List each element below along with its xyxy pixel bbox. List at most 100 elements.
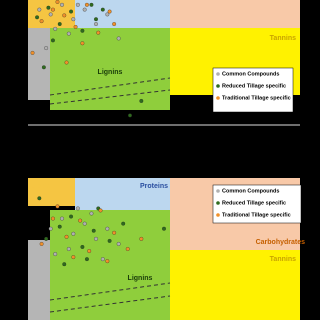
point <box>39 19 44 24</box>
legend-label: Reduced Tillage specific <box>222 83 286 89</box>
point <box>80 41 85 46</box>
region-label: Lignins <box>98 69 123 76</box>
point <box>89 211 94 216</box>
region-label: Proteins <box>140 183 168 190</box>
legend <box>212 184 302 224</box>
point <box>53 26 58 31</box>
region-label: Tannins <box>270 35 296 42</box>
point <box>98 208 103 213</box>
point <box>69 214 74 219</box>
point <box>57 22 62 26</box>
point <box>100 257 105 262</box>
lipid-region <box>28 178 75 206</box>
point <box>80 28 85 33</box>
point <box>64 234 69 239</box>
lignin-region <box>50 28 170 110</box>
point <box>55 0 60 4</box>
region-label: Lignins <box>128 275 153 282</box>
region-label: Carbohydrates <box>256 239 306 246</box>
legend-label: Reduced Tillage specific <box>222 200 286 206</box>
point <box>37 7 42 12</box>
carbohydrate-region <box>170 0 300 28</box>
point <box>62 262 67 267</box>
lignin-region <box>50 210 170 320</box>
point <box>94 22 98 26</box>
point <box>107 238 112 243</box>
legend-marker <box>216 201 220 205</box>
legend-marker <box>216 213 220 217</box>
point <box>60 2 64 7</box>
divider <box>49 282 171 301</box>
point <box>94 17 98 22</box>
point <box>35 15 40 20</box>
region-label: Lipids <box>30 183 51 190</box>
point <box>105 259 110 264</box>
point <box>139 99 144 103</box>
legend-marker <box>216 72 220 76</box>
point <box>96 30 101 35</box>
point <box>75 206 80 211</box>
point <box>73 24 78 29</box>
point <box>55 204 60 209</box>
point <box>87 249 92 253</box>
point <box>41 65 46 70</box>
condensed-region <box>28 28 50 100</box>
point <box>112 22 117 26</box>
divider <box>49 295 171 313</box>
point <box>89 2 94 7</box>
legend-label: Traditional Tillage specific <box>222 95 291 101</box>
condensed-region <box>28 240 50 320</box>
point <box>71 17 76 22</box>
point <box>91 228 96 233</box>
point <box>80 245 85 249</box>
point <box>116 241 121 246</box>
point <box>66 31 71 36</box>
legend-marker <box>216 96 220 100</box>
point <box>71 255 76 260</box>
point <box>84 2 89 7</box>
point <box>37 196 42 201</box>
point <box>48 12 53 17</box>
point <box>78 218 83 223</box>
point <box>62 13 67 18</box>
point <box>162 226 166 231</box>
point <box>71 231 76 236</box>
legend-marker <box>216 189 220 193</box>
point <box>44 46 49 51</box>
point <box>112 230 117 235</box>
divider <box>49 77 171 96</box>
tannin-region <box>170 250 300 320</box>
point <box>50 7 55 12</box>
point <box>82 7 87 12</box>
point <box>139 236 144 241</box>
legend-label: Common Compounds <box>222 71 279 77</box>
divider <box>49 89 171 105</box>
point <box>69 9 74 14</box>
point <box>66 247 71 251</box>
point <box>105 12 110 17</box>
protein-region <box>75 178 170 210</box>
point <box>84 257 89 262</box>
region-label: Tannins <box>270 256 296 263</box>
point <box>64 60 69 65</box>
point <box>46 5 51 10</box>
legend-label: Common Compounds <box>222 188 279 194</box>
point <box>48 226 53 231</box>
point <box>128 113 132 118</box>
point <box>53 252 58 257</box>
point <box>50 38 55 43</box>
point <box>107 9 112 14</box>
point <box>105 226 110 231</box>
legend-marker <box>216 84 220 88</box>
point <box>50 216 55 221</box>
protein-region <box>75 0 170 28</box>
legend <box>212 67 294 113</box>
point <box>39 241 44 246</box>
point <box>30 50 35 55</box>
point <box>75 2 80 7</box>
point <box>44 236 49 241</box>
point <box>57 224 62 229</box>
point <box>94 236 98 241</box>
